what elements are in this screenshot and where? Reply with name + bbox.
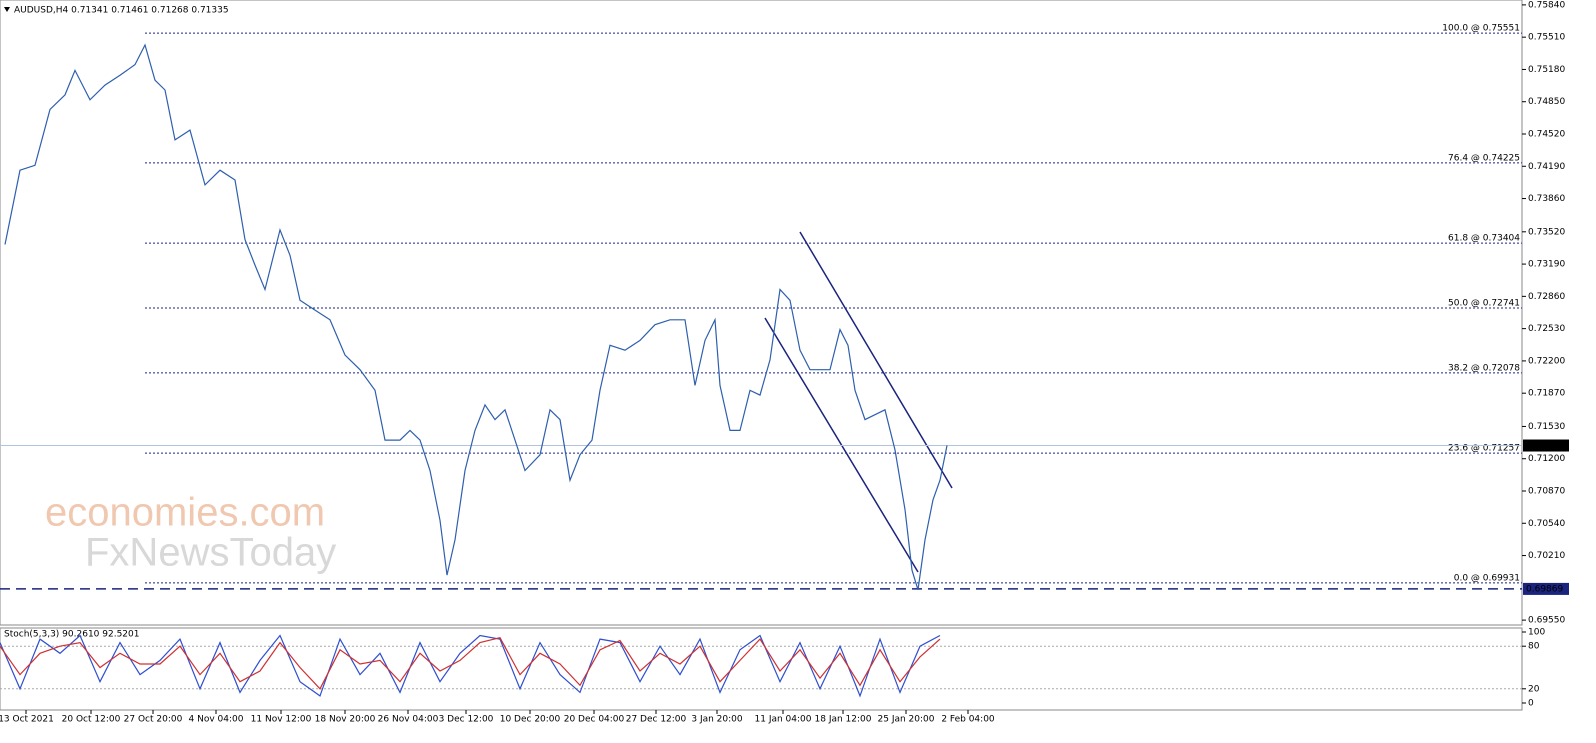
x-tick-label: 18 Nov 20:00 — [315, 715, 376, 725]
y-tick-label: 0.73520 — [1528, 227, 1565, 237]
fib-label: 61.8 @ 0.73404 — [1448, 234, 1520, 244]
stoch-panel-frame — [0, 627, 1523, 711]
x-tick-label: 3 Dec 12:00 — [439, 715, 494, 725]
x-tick-label: 27 Oct 20:00 — [124, 715, 183, 725]
x-tick-label: 11 Jan 04:00 — [755, 715, 812, 725]
header: AUDUSD,H4 0.71341 0.71461 0.71268 0.7133… — [14, 6, 229, 16]
y-tick-label: 80 — [1528, 642, 1540, 652]
y-tick-label: 0.71530 — [1528, 422, 1565, 432]
price-box — [1523, 582, 1569, 595]
series-line — [4, 43, 948, 590]
watermark: economies.com — [45, 491, 325, 535]
fib-label: 100.0 @ 0.75551 — [1442, 24, 1520, 34]
x-tick-label: 11 Nov 12:00 — [251, 715, 312, 725]
x-tick-label: 20 Oct 12:00 — [62, 715, 121, 725]
fib-label: 50.0 @ 0.72741 — [1448, 299, 1520, 309]
y-tick-label: 0.75840 — [1528, 0, 1565, 10]
y-tick-label: 0.73860 — [1528, 194, 1565, 204]
price-panel-frame — [0, 0, 1523, 626]
y-tick-label: 0.71870 — [1528, 389, 1565, 399]
fib-label: 38.2 @ 0.72078 — [1448, 363, 1520, 373]
x-tick-label: 25 Jan 20:00 — [878, 715, 935, 725]
x-tick-label: 18 Jan 12:00 — [815, 715, 872, 725]
y-tick-label: 0.69550 — [1528, 616, 1565, 626]
y-tick-label: 0.74520 — [1528, 129, 1565, 139]
fib-label: 23.6 @ 0.71257 — [1448, 444, 1520, 454]
y-tick-label: 0.72530 — [1528, 324, 1565, 334]
trend-line — [764, 317, 919, 573]
x-tick-label: 13 Oct 2021 — [0, 715, 54, 725]
y-tick-label: 0 — [1528, 699, 1534, 709]
y-tick-label: 0.71200 — [1528, 454, 1565, 464]
y-tick-label: 0.70540 — [1528, 519, 1565, 529]
y-tick-label: 0.74190 — [1528, 162, 1565, 172]
x-tick-label: 26 Nov 04:00 — [378, 715, 439, 725]
fib-label: 76.4 @ 0.74225 — [1448, 153, 1520, 163]
y-tick-label: 0.70870 — [1528, 487, 1565, 497]
series-line — [0, 637, 941, 690]
y-tick-label: 0.72200 — [1528, 356, 1565, 366]
y-tick-label: 0.70210 — [1528, 551, 1565, 561]
y-tick-label: 100 — [1528, 628, 1545, 638]
x-tick-label: 10 Dec 20:00 — [500, 715, 561, 725]
y-tick-label: 0.75180 — [1528, 65, 1565, 75]
price-label: 0.71335 — [1526, 441, 1563, 451]
series-line — [0, 634, 941, 698]
y-tick-label: 0.74850 — [1528, 97, 1565, 107]
x-tick-label: 27 Dec 12:00 — [626, 715, 687, 725]
price-label: 0.69869 — [1526, 584, 1563, 594]
y-tick-label: 0.72860 — [1528, 292, 1565, 302]
x-tick-label: 4 Nov 04:00 — [189, 715, 244, 725]
fib-label: 0.0 @ 0.69931 — [1454, 573, 1520, 583]
watermark: FxNewsToday — [85, 531, 336, 575]
x-tick-label: 20 Dec 04:00 — [564, 715, 625, 725]
x-tick-label: 2 Feb 04:00 — [941, 715, 995, 725]
y-tick-label: 0.73190 — [1528, 260, 1565, 270]
price-box — [1523, 439, 1569, 452]
header-arrow — [4, 7, 10, 12]
trend-line — [799, 231, 953, 489]
y-tick-label: 0.75510 — [1528, 33, 1565, 43]
indicator-title: Stoch(5,3,3) 90.2610 92.5201 — [4, 630, 139, 640]
y-tick-label: 20 — [1528, 684, 1540, 694]
x-tick-label: 3 Jan 20:00 — [691, 715, 743, 725]
